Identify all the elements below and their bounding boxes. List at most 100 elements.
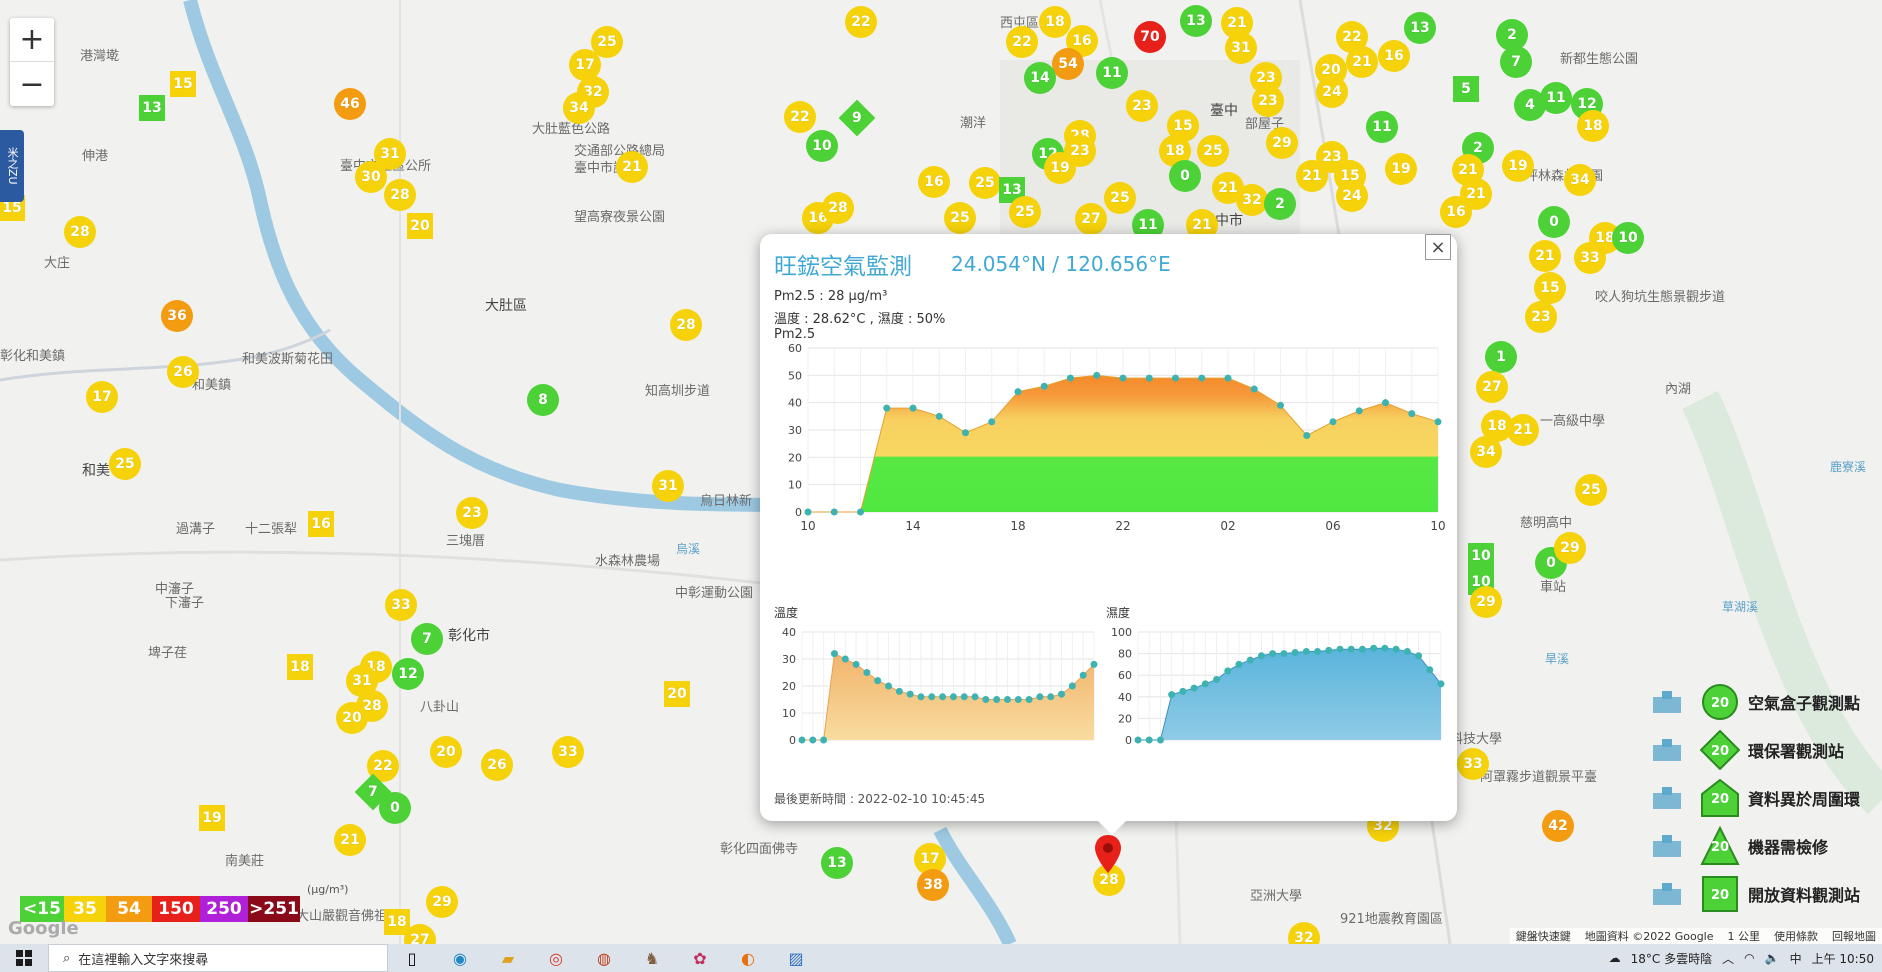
airbox-station-marker[interactable]: 22 — [784, 101, 816, 133]
airbox-station-marker[interactable]: 38 — [917, 869, 949, 901]
attribution-item[interactable]: 使用條款 — [1774, 930, 1818, 943]
chevron-up-icon[interactable]: ︿ — [1722, 951, 1735, 966]
airbox-station-marker[interactable]: 8 — [527, 384, 559, 416]
airbox-station-marker[interactable]: 2 — [1264, 188, 1296, 220]
app-icon-3[interactable]: ✿ — [693, 948, 707, 968]
airbox-station-marker[interactable]: 16 — [918, 166, 950, 198]
airbox-station-marker[interactable]: 16 — [1378, 40, 1410, 72]
airbox-station-marker[interactable]: 2 — [1496, 19, 1528, 51]
airbox-station-marker[interactable]: 34 — [1564, 164, 1596, 196]
open-data-station-marker[interactable]: 20 — [407, 213, 433, 239]
airbox-station-marker[interactable]: 32 — [1236, 184, 1268, 216]
airbox-station-marker[interactable]: 27 — [404, 924, 436, 944]
airbox-station-marker[interactable]: 12 — [392, 658, 424, 690]
airbox-station-marker[interactable]: 22 — [845, 6, 877, 38]
airbox-station-marker[interactable]: 33 — [1574, 242, 1606, 274]
airbox-station-marker[interactable]: 26 — [481, 749, 513, 781]
open-data-station-marker[interactable]: 15 — [170, 71, 196, 97]
airbox-station-marker[interactable]: 21 — [1507, 414, 1539, 446]
open-data-station-marker[interactable]: 5 — [1453, 76, 1479, 102]
open-data-station-marker[interactable]: 13 — [139, 95, 165, 121]
airbox-station-marker[interactable]: 21 — [1346, 46, 1378, 78]
airbox-station-marker[interactable]: 29 — [1554, 532, 1586, 564]
map-canvas[interactable]: 港灣墘伸港大肚藍色公路交通部公路總局臺中市議會臺中市社區公所望高寮夜景公園大肚區… — [0, 0, 1882, 944]
ime-indicator[interactable]: 中 — [1789, 951, 1802, 966]
airbox-station-marker[interactable]: 7 — [1500, 46, 1532, 78]
airbox-station-marker[interactable]: 28 — [822, 192, 854, 224]
attribution-item[interactable]: 回報地圖 — [1832, 930, 1876, 943]
airbox-station-marker[interactable]: 14 — [1024, 62, 1056, 94]
app-icon-2[interactable]: ♞ — [644, 948, 660, 968]
airbox-station-marker[interactable]: 26 — [167, 356, 199, 388]
airbox-station-marker[interactable]: 21 — [616, 151, 648, 183]
airbox-station-marker[interactable]: 31 — [1225, 32, 1257, 64]
task-view-icon[interactable]: ▯ — [407, 948, 417, 968]
airbox-station-marker[interactable]: 19 — [1385, 153, 1417, 185]
weather-text[interactable]: 18°C 多雲時陰 — [1630, 951, 1713, 966]
airbox-station-marker[interactable]: 28 — [670, 309, 702, 341]
airbox-station-marker[interactable]: 24 — [1316, 76, 1348, 108]
airbox-station-marker[interactable]: 31 — [652, 470, 684, 502]
network-icon[interactable]: ◠ — [1744, 951, 1755, 965]
edge-browser-icon[interactable]: ◉ — [453, 948, 467, 968]
file-explorer-icon[interactable]: ▰ — [501, 948, 515, 968]
start-button[interactable] — [0, 944, 48, 972]
airbox-station-marker[interactable]: 29 — [1470, 586, 1502, 618]
airbox-station-marker[interactable]: 70 — [1134, 21, 1166, 53]
clock[interactable]: 上午 10:50 — [1811, 951, 1874, 966]
airbox-station-marker[interactable]: 18 — [1039, 6, 1071, 38]
app-icon-4[interactable]: ▨ — [788, 948, 804, 968]
airbox-station-marker[interactable]: 0 — [379, 792, 411, 824]
airbox-station-marker[interactable]: 32 — [1288, 922, 1320, 944]
open-data-station-marker[interactable]: 19 — [199, 805, 225, 831]
airbox-station-marker[interactable]: 25 — [944, 202, 976, 234]
airbox-station-marker[interactable]: 25 — [591, 26, 623, 58]
airbox-station-marker[interactable]: 21 — [1460, 178, 1492, 210]
airbox-station-marker[interactable]: 17 — [86, 381, 118, 413]
app-icon-1[interactable]: ◍ — [597, 948, 611, 968]
airbox-station-marker[interactable]: 19 — [1044, 152, 1076, 184]
airbox-station-marker[interactable]: 33 — [552, 736, 584, 768]
airbox-station-marker[interactable]: 23 — [1126, 90, 1158, 122]
airbox-station-marker[interactable]: 20 — [336, 702, 368, 734]
open-data-station-marker[interactable]: 10 — [1468, 543, 1494, 569]
airbox-station-marker[interactable]: 11 — [1540, 82, 1572, 114]
airbox-station-marker[interactable]: 13 — [821, 847, 853, 879]
airbox-station-marker[interactable]: 10 — [1612, 222, 1644, 254]
airbox-station-marker[interactable]: 15 — [1534, 272, 1566, 304]
airbox-station-marker[interactable]: 21 — [1529, 240, 1561, 272]
airbox-station-marker[interactable]: 19 — [1502, 150, 1534, 182]
open-data-station-marker[interactable]: 20 — [664, 681, 690, 707]
airbox-station-marker[interactable]: 30 — [355, 161, 387, 193]
open-data-station-marker[interactable]: 18 — [287, 654, 313, 680]
airbox-station-marker[interactable]: 13 — [1404, 12, 1436, 44]
airbox-station-marker[interactable]: 23 — [1252, 85, 1284, 117]
airbox-station-marker[interactable]: 11 — [1096, 57, 1128, 89]
airbox-station-marker[interactable]: 23 — [456, 497, 488, 529]
airbox-station-marker[interactable]: 25 — [969, 167, 1001, 199]
airbox-station-marker[interactable]: 29 — [426, 886, 458, 918]
blender-icon[interactable]: ◐ — [741, 948, 755, 968]
airbox-station-marker[interactable]: 18 — [1159, 135, 1191, 167]
airbox-station-marker[interactable]: 28 — [384, 179, 416, 211]
airbox-station-marker[interactable]: 27 — [1476, 371, 1508, 403]
airbox-station-marker[interactable]: 21 — [334, 824, 366, 856]
airbox-station-marker[interactable]: 33 — [1457, 748, 1489, 780]
airbox-station-marker[interactable]: 36 — [161, 300, 193, 332]
chrome-icon[interactable]: ◎ — [549, 948, 563, 968]
airbox-station-marker[interactable]: 33 — [385, 589, 417, 621]
airbox-station-marker[interactable]: 25 — [1575, 474, 1607, 506]
airbox-station-marker[interactable]: 34 — [1470, 436, 1502, 468]
volume-icon[interactable]: 🔈 — [1764, 951, 1780, 965]
airbox-station-marker[interactable]: 0 — [1538, 206, 1570, 238]
attribution-item[interactable]: 鍵盤快速鍵 — [1515, 930, 1571, 943]
airbox-station-marker[interactable]: 20 — [430, 736, 462, 768]
airbox-station-marker[interactable]: 27 — [1075, 203, 1107, 235]
airbox-station-marker[interactable]: 10 — [806, 130, 838, 162]
airbox-station-marker[interactable]: 34 — [563, 92, 595, 124]
airbox-station-marker[interactable]: 42 — [1542, 810, 1574, 842]
open-data-station-marker[interactable]: 18 — [384, 909, 410, 935]
airbox-station-marker[interactable]: 24 — [1336, 180, 1368, 212]
airbox-station-marker[interactable]: 0 — [1169, 160, 1201, 192]
airbox-station-marker[interactable]: 16 — [1440, 196, 1472, 228]
